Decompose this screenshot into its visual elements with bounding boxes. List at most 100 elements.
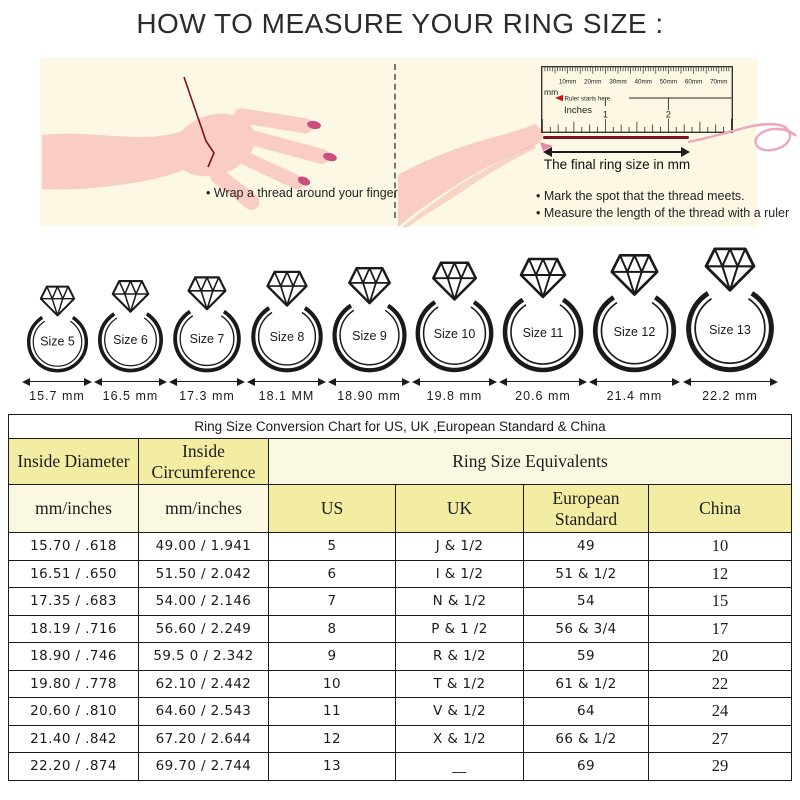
table-cell: V & 1/2 bbox=[395, 697, 524, 726]
table-row: 18.19 / .716 56.60 / 2.249 8 P & 1 /2 56 & 3… bbox=[8, 614, 792, 643]
final-size-label: The final ring size in mm bbox=[543, 157, 691, 172]
subheader-uk: UK bbox=[395, 484, 524, 533]
svg-text:70mm: 70mm bbox=[710, 79, 728, 86]
subheader-mm-inches-diameter: mm/inches bbox=[8, 484, 139, 533]
table-cell: 56 & 3/4 bbox=[523, 614, 649, 643]
ring-diameter-label: 18.90 mm bbox=[337, 389, 401, 403]
ring-diagram: Size 13 22.2 mm bbox=[682, 238, 778, 403]
ring-diameter-label: 22.2 mm bbox=[702, 389, 758, 403]
ring-illustration: Size 12 bbox=[589, 251, 680, 373]
table-row: 21.40 / .842 67.20 / 2.644 12 X & 1/2 66 & 1… bbox=[8, 724, 792, 753]
table-subheader-row: mm/inches mm/inches US UK European Stand… bbox=[8, 484, 792, 533]
diameter-arrow bbox=[682, 377, 778, 386]
table-cell: 61 & 1/2 bbox=[523, 669, 649, 698]
table-row: 17.35 / .683 54.00 / 2.146 7 N & 1/2 54 15 bbox=[8, 587, 792, 616]
diamond-icon bbox=[111, 280, 150, 313]
diameter-arrow bbox=[169, 377, 245, 386]
table-cell: 49 bbox=[523, 532, 649, 561]
subheader-us: US bbox=[268, 484, 396, 533]
svg-text:50mm: 50mm bbox=[660, 79, 678, 86]
table-cell: I & 1/2 bbox=[395, 559, 524, 588]
svg-text:40mm: 40mm bbox=[634, 79, 652, 86]
arrow-head-right-icon bbox=[237, 377, 245, 386]
diameter-arrow bbox=[247, 377, 326, 386]
table-cell: 17 bbox=[648, 614, 792, 643]
arrow-head-left-icon bbox=[22, 377, 30, 386]
table-cell: 27 bbox=[648, 724, 792, 753]
ring-illustration: Size 13 bbox=[682, 244, 778, 373]
table-cell: 10 bbox=[648, 532, 792, 561]
ring-diameter-label: 19.8 mm bbox=[426, 389, 483, 403]
table-cell: 7 bbox=[268, 587, 396, 616]
ruler-illustration: 10mm 20mm 30mm 40mm 50mm 60mm 70mm mm Ruler st… bbox=[541, 66, 733, 133]
arrow-head-right-icon bbox=[159, 377, 167, 386]
ring-diameter-label: 17.3 mm bbox=[179, 389, 235, 403]
table-cell: 51.50 / 2.042 bbox=[138, 559, 269, 588]
table-cell: __ bbox=[395, 752, 524, 781]
table-row: 22.20 / .874 69.70 / 2.744 13 __ 69 29 bbox=[8, 752, 792, 781]
page-title: HOW TO MEASURE YOUR RING SIZE : bbox=[136, 8, 664, 39]
svg-text:10mm: 10mm bbox=[559, 79, 577, 86]
table-cell: 20 bbox=[648, 642, 792, 671]
ring-size-label: Size 9 bbox=[352, 329, 387, 343]
arrow-head-left-icon bbox=[682, 377, 691, 386]
ring-size-conversion-table: Ring Size Conversion Chart for US, UK ,E… bbox=[8, 414, 792, 781]
arrow-head-left-icon bbox=[499, 377, 507, 386]
table-cell: P & 1 /2 bbox=[395, 614, 524, 643]
table-cell: 10 bbox=[268, 669, 396, 698]
table-cell: 67.20 / 2.644 bbox=[138, 724, 269, 753]
ring-size-label: Size 13 bbox=[709, 323, 751, 337]
subheader-mm-inches-circumference: mm/inches bbox=[138, 484, 269, 533]
table-cell: 18.19 / .716 bbox=[8, 614, 139, 643]
table-cell: T & 1/2 bbox=[395, 669, 524, 698]
ring-size-label: Size 7 bbox=[190, 332, 225, 346]
ring-diagram: Size 10 19.8 mm bbox=[412, 253, 497, 403]
table-cell: 69 bbox=[523, 752, 649, 781]
final-size-arrow bbox=[543, 147, 690, 157]
arrow-head-right-icon bbox=[402, 377, 410, 386]
ring-diameter-label: 20.6 mm bbox=[515, 389, 571, 403]
table-cell: 59.5 0 / 2.342 bbox=[138, 642, 269, 671]
svg-text:60mm: 60mm bbox=[685, 79, 703, 86]
ring-diagram: Size 12 21.4 mm bbox=[589, 245, 680, 403]
table-cell: 20.60 / .810 bbox=[8, 697, 139, 726]
ring-size-label: Size 8 bbox=[269, 330, 304, 344]
diamond-icon bbox=[39, 285, 75, 317]
table-cell: 5 bbox=[268, 532, 396, 561]
header-ring-size-equivalents: Ring Size Equivalents bbox=[268, 438, 792, 485]
arrow-head-right-icon bbox=[489, 377, 497, 386]
diamond-icon bbox=[704, 247, 756, 292]
table-cell: 64 bbox=[523, 697, 649, 726]
ring-diameter-label: 18.1 MM bbox=[258, 389, 315, 403]
ring-illustration: Size 5 bbox=[23, 283, 91, 373]
diamond-icon bbox=[431, 261, 478, 301]
table-cell: R & 1/2 bbox=[395, 642, 524, 671]
diamond-icon bbox=[610, 253, 659, 296]
hand-with-thread-illustration bbox=[42, 76, 337, 210]
table-row: 16.51 / .650 51.50 / 2.042 6 I & 1/2 51 & 1/… bbox=[8, 559, 792, 588]
diameter-arrow bbox=[412, 377, 497, 386]
diamond-icon bbox=[265, 270, 308, 307]
ring-diameter-label: 15.7 mm bbox=[29, 389, 85, 403]
header-inside-circumference: Inside Circumference bbox=[138, 438, 269, 485]
table-cell: 29 bbox=[648, 752, 792, 781]
arrow-head-left-icon bbox=[328, 377, 336, 386]
table-cell: 9 bbox=[268, 642, 396, 671]
table-cell: 16.51 / .650 bbox=[8, 559, 139, 588]
table-cell: X & 1/2 bbox=[395, 724, 524, 753]
arrow-head-right-icon bbox=[84, 377, 92, 386]
ring-diagram: Size 11 20.6 mm bbox=[499, 249, 587, 403]
ring-illustration: Size 7 bbox=[170, 274, 244, 373]
diameter-arrow bbox=[94, 377, 167, 386]
diamond-icon bbox=[347, 266, 391, 305]
table-title: Ring Size Conversion Chart for US, UK ,E… bbox=[8, 414, 792, 439]
arrow-head-right-icon bbox=[672, 377, 680, 386]
inch-number-2: 2 bbox=[666, 110, 671, 120]
table-cell: 19.80 / .778 bbox=[8, 669, 139, 698]
arrow-head-right-icon bbox=[769, 377, 778, 386]
table-cell: 12 bbox=[268, 724, 396, 753]
table-cell: 6 bbox=[268, 559, 396, 588]
mm-unit-label: mm bbox=[544, 87, 558, 97]
svg-text:20mm: 20mm bbox=[584, 79, 602, 86]
ruler-start-marker-icon bbox=[555, 94, 563, 102]
